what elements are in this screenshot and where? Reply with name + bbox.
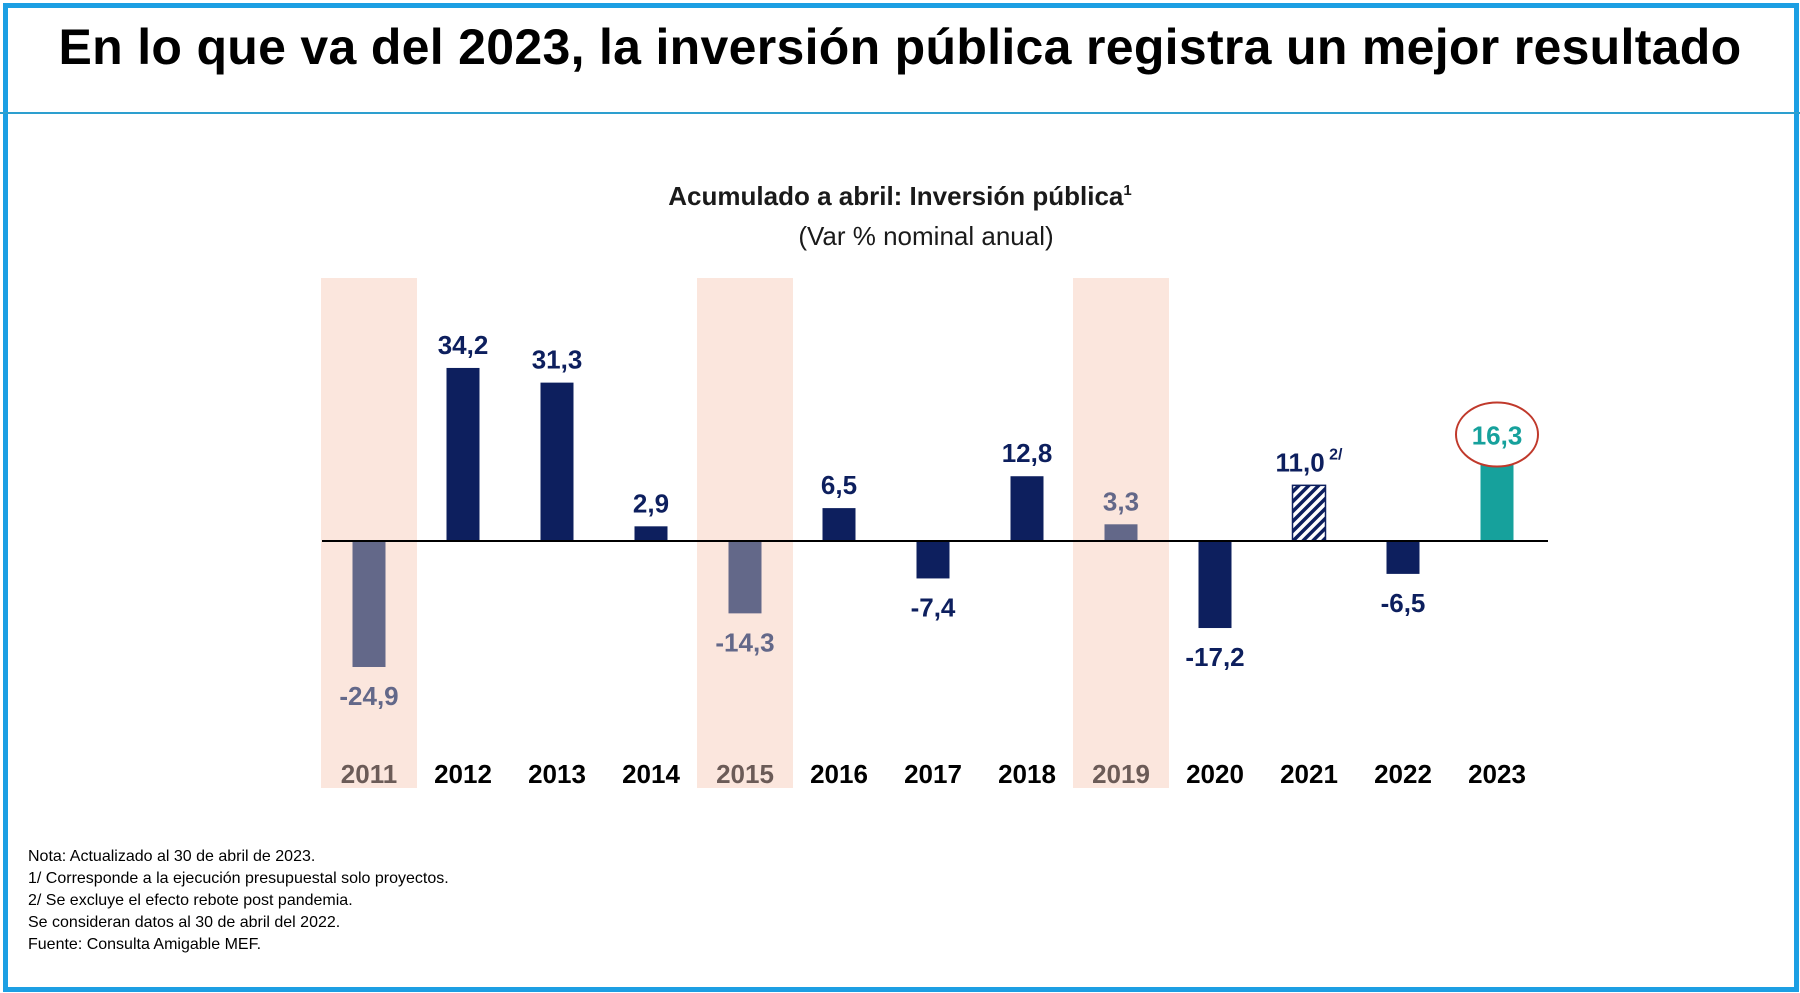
- bar-2012: [446, 367, 480, 541]
- footnote-line: Se consideran datos al 30 de abril del 2…: [28, 914, 341, 931]
- footnote-line: Fuente: Consulta Amigable MEF.: [28, 936, 262, 953]
- bar-2021: [1291, 484, 1327, 542]
- value-label-2020: -17,2: [1185, 642, 1244, 672]
- footnote-line: Nota: Actualizado al 30 de abril de 2023…: [28, 848, 316, 865]
- tick-label-2017: 2017: [904, 759, 962, 789]
- footnotes: Nota: Actualizado al 30 de abril de 2023…: [28, 846, 449, 956]
- footnote-line: 1/ Corresponde a la ejecución presupuest…: [28, 870, 449, 887]
- tick-label-2021: 2021: [1280, 759, 1338, 789]
- chart-subtitle: (Var % nominal anual): [798, 221, 1053, 251]
- value-label-2015: -14,3: [715, 627, 774, 657]
- highlight-band-2015: [697, 278, 793, 788]
- tick-label-2018: 2018: [998, 759, 1056, 789]
- value-label-2016: 6,5: [821, 470, 857, 500]
- value-label-2013: 31,3: [532, 345, 583, 375]
- value-label-2021: 11,0 2/: [1276, 446, 1344, 477]
- bar-2019: [1104, 524, 1138, 541]
- tick-label-2019: 2019: [1092, 759, 1150, 789]
- value-label-2014: 2,9: [633, 488, 669, 518]
- bar-2015: [728, 541, 762, 614]
- bar-2014: [634, 526, 668, 541]
- bar-2017: [916, 541, 950, 579]
- tick-label-2020: 2020: [1186, 759, 1244, 789]
- highlight-circle: [1455, 401, 1539, 468]
- bar-2018: [1010, 476, 1044, 541]
- bar-2023: [1480, 458, 1514, 541]
- tick-label-2023: 2023: [1468, 759, 1526, 789]
- tick-label-2011: 2011: [341, 759, 397, 789]
- value-label-2012: 34,2: [438, 330, 489, 360]
- title-divider: [0, 112, 1800, 114]
- tick-label-2013: 2013: [528, 759, 586, 789]
- bar-2013: [540, 382, 574, 541]
- footnote-marker: 2/: [1325, 446, 1343, 463]
- chart-title-superscript: 1: [1123, 182, 1131, 199]
- slide-frame: [3, 3, 1799, 992]
- value-label-2019: 3,3: [1103, 486, 1139, 516]
- page-title: En lo que va del 2023, la inversión públ…: [58, 19, 1742, 75]
- tick-label-2014: 2014: [622, 759, 680, 789]
- highlight-band-2011: [321, 278, 417, 788]
- bar-2016: [822, 508, 856, 541]
- value-label-2011: -24,9: [339, 681, 398, 711]
- value-label-2018: 12,8: [1002, 438, 1053, 468]
- value-label-2017: -7,4: [911, 592, 956, 622]
- tick-label-2015: 2015: [716, 759, 774, 789]
- footnote-line: 2/ Se excluye el efecto rebote post pand…: [28, 892, 353, 909]
- tick-label-2016: 2016: [810, 759, 868, 789]
- bar-2011: [352, 541, 386, 667]
- bar-2022: [1386, 541, 1420, 574]
- value-label-2023: 16,3: [1472, 421, 1523, 451]
- chart-title: Acumulado a abril: Inversión pública1: [668, 181, 1131, 211]
- tick-label-2022: 2022: [1374, 759, 1432, 789]
- value-label-2022: -6,5: [1381, 588, 1426, 618]
- tick-label-2012: 2012: [434, 759, 492, 789]
- bar-2020: [1198, 541, 1232, 629]
